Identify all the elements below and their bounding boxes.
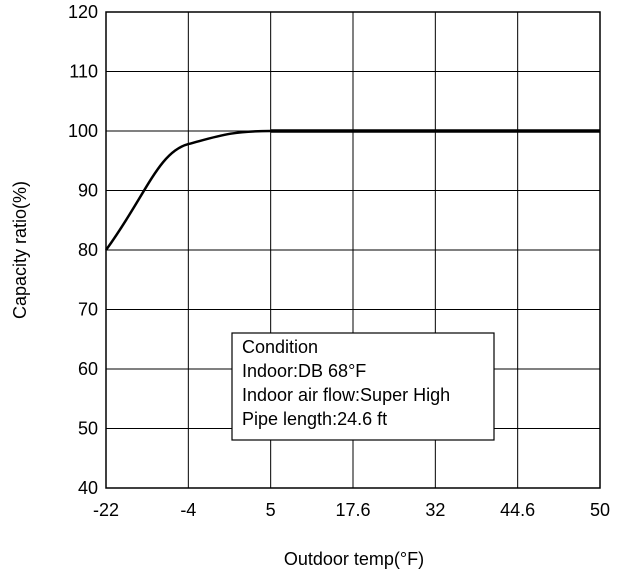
y-tick-label: 120 — [68, 2, 98, 22]
tick-labels: -22 -4 5 17.6 32 44.6 50 40 50 60 70 80 90 100 110 120 — [68, 2, 610, 520]
y-axis-label: Capacity ratio(%) — [10, 181, 30, 319]
capacity-ratio-line — [104, 129, 600, 251]
y-tick-label: 40 — [78, 478, 98, 498]
condition-box: Condition Indoor:DB 68°F Indoor air flow:S… — [231, 332, 495, 441]
x-tick-label: 50 — [590, 500, 610, 520]
condition-line: Pipe length:24.6 ft — [242, 409, 387, 429]
y-tick-label: 60 — [78, 359, 98, 379]
x-tick-label: -4 — [180, 500, 196, 520]
y-tick-label: 110 — [69, 62, 98, 82]
x-tick-label: 17.6 — [335, 500, 370, 520]
x-axis-label: Outdoor temp(°F) — [284, 549, 424, 569]
y-tick-label: 50 — [78, 419, 98, 439]
x-tick-label: 32 — [425, 500, 445, 520]
x-tick-label: 44.6 — [500, 500, 535, 520]
condition-line: Indoor air flow:Super High — [242, 385, 450, 405]
y-tick-label: 80 — [78, 240, 98, 260]
condition-line: Indoor:DB 68°F — [242, 361, 366, 381]
x-tick-label: 5 — [266, 500, 276, 520]
condition-box-frame — [231, 332, 495, 441]
y-tick-label: 70 — [78, 300, 98, 320]
y-tick-label: 100 — [68, 121, 98, 141]
x-tick-label: -22 — [93, 500, 119, 520]
series-layer — [104, 129, 600, 251]
condition-line: Condition — [242, 337, 318, 357]
y-tick-label: 90 — [78, 181, 98, 201]
